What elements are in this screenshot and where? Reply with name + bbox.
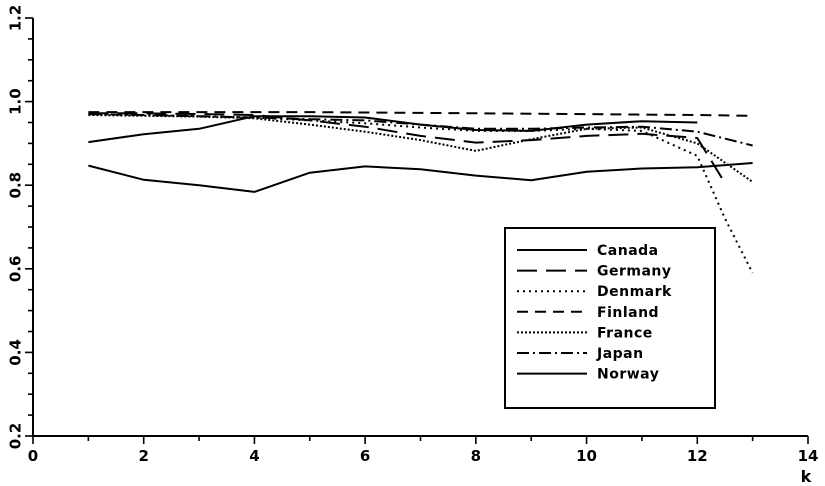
series-lines xyxy=(88,111,754,274)
y-tick-label: 1.2 xyxy=(7,5,25,32)
legend-label: Denmark xyxy=(597,284,672,300)
y-tick-label: 0.6 xyxy=(7,256,25,283)
legend-label: Norway xyxy=(597,367,659,383)
y-tick-label: 1.0 xyxy=(7,88,25,115)
legend-label: Canada xyxy=(597,243,659,259)
axes: 0 2 4 6 8 10 12 14 k 0.2 0.4 0.6 0.8 1.0 1.2 xyxy=(7,5,819,486)
x-tick-label: 2 xyxy=(138,447,148,465)
x-tick-label: 6 xyxy=(360,447,370,465)
legend-label: Finland xyxy=(597,305,659,321)
legend: Canada Germany Denmark Finland France Japan No… xyxy=(504,227,716,409)
x-tick-label: 8 xyxy=(471,447,481,465)
x-tick-label: 10 xyxy=(576,447,597,465)
series-line-norway xyxy=(88,115,698,144)
y-tick-label: 0.8 xyxy=(7,172,25,199)
legend-box xyxy=(504,227,716,409)
x-tick-label: 12 xyxy=(687,447,708,465)
series-line-finland xyxy=(88,111,753,117)
legend-label: France xyxy=(597,325,653,341)
legend-label: Japan xyxy=(596,346,644,362)
x-axis-title: k xyxy=(801,467,812,486)
y-tick-label: 0.2 xyxy=(7,423,25,450)
legend-label: Germany xyxy=(597,264,672,280)
x-tick-label: 0 xyxy=(28,447,38,465)
x-tick-label: 4 xyxy=(249,447,259,465)
y-tick-label: 0.4 xyxy=(7,339,25,366)
series-line-canada xyxy=(88,162,753,193)
series-line-france xyxy=(88,114,754,183)
series-line-denmark xyxy=(88,113,754,274)
series-line-germany xyxy=(88,112,726,184)
x-tick-label: 14 xyxy=(798,447,819,465)
